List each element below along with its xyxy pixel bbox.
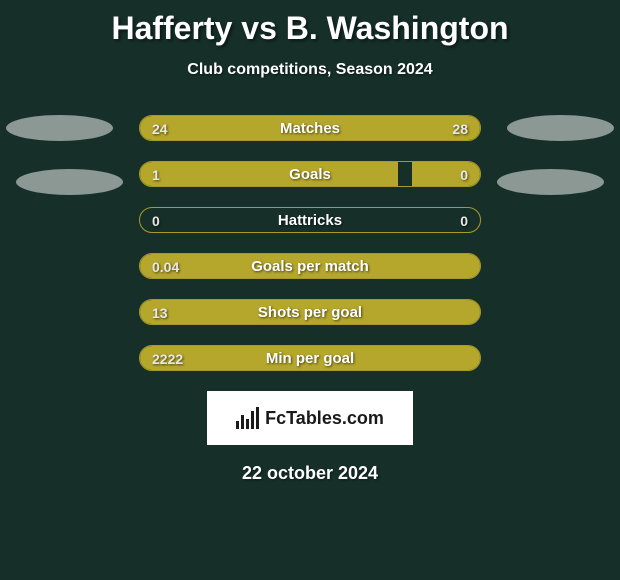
stat-label: Goals [140,162,480,187]
brand-logo: FcTables.com [207,391,413,445]
brand-bars-icon [236,407,259,429]
comparison-title: Hafferty vs B. Washington [0,0,620,47]
stat-value-right: 0 [460,208,468,233]
stat-row: Goals1 0 [139,161,481,187]
stat-row: Matches24 28 [139,115,481,141]
player1-club-logo [6,115,113,141]
stat-label: Min per goal [140,346,480,371]
stats-area: Matches2428Goals10Hattricks00Goals per m… [0,115,620,371]
stat-row: Hattricks0 0 [139,207,481,233]
stat-value-left: 2222 [152,346,183,371]
stat-row: Goals per match0.04 [139,253,481,279]
stat-label: Hattricks [140,208,480,233]
stat-rows: Matches2428Goals10Hattricks00Goals per m… [139,115,481,371]
stat-label: Shots per goal [140,300,480,325]
player2-nation-logo [497,169,604,195]
stat-label: Goals per match [140,254,480,279]
stat-value-left: 13 [152,300,168,325]
stat-value-left: 0 [152,208,160,233]
stat-value-right: 28 [452,116,468,141]
player2-club-logo [507,115,614,141]
brand-name: FcTables.com [265,408,384,429]
stat-label: Matches [140,116,480,141]
stat-value-left: 0.04 [152,254,179,279]
stat-row: Min per goal2222 [139,345,481,371]
snapshot-date: 22 october 2024 [0,463,620,484]
stat-value-left: 24 [152,116,168,141]
stat-row: Shots per goal13 [139,299,481,325]
stat-value-left: 1 [152,162,160,187]
player1-nation-logo [16,169,123,195]
comparison-subtitle: Club competitions, Season 2024 [0,61,620,79]
stat-value-right: 0 [460,162,468,187]
